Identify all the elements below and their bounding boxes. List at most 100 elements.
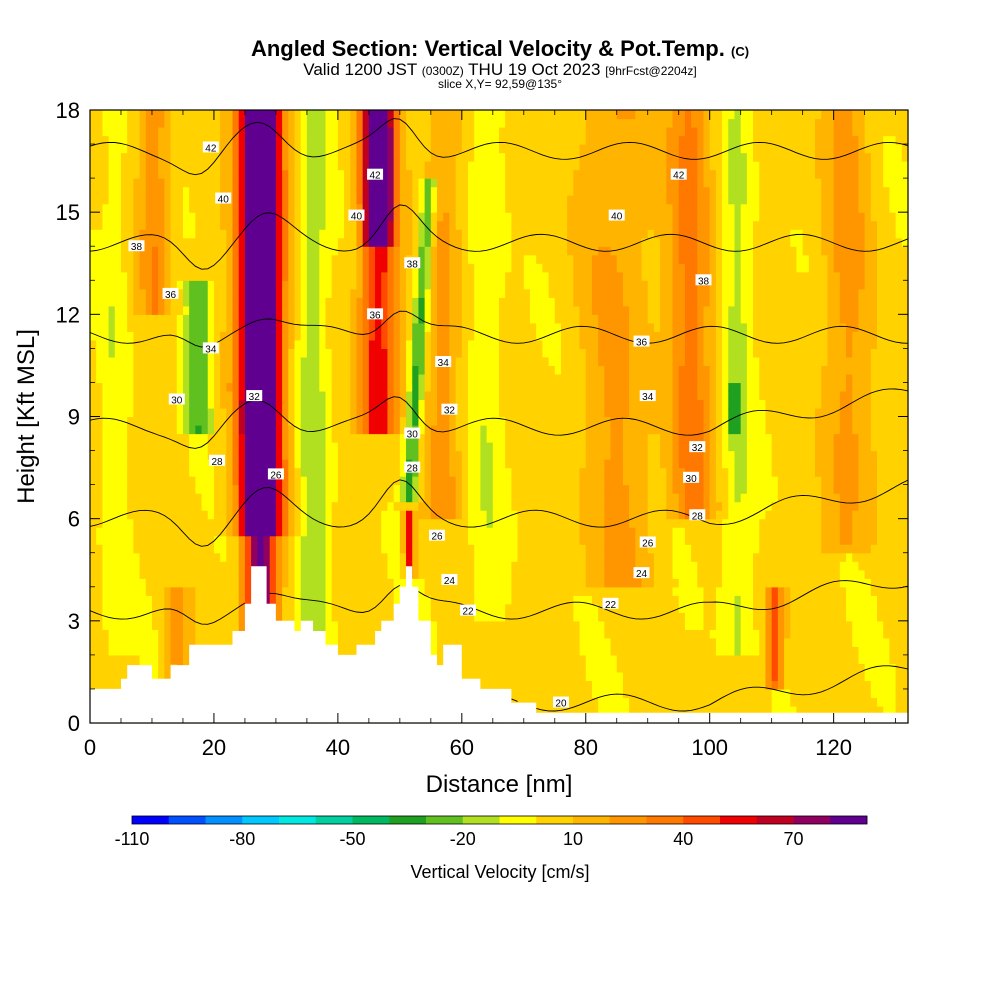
velocity-cell [350,254,358,264]
velocity-cell [282,271,289,281]
velocity-cell [511,629,519,639]
velocity-cell [468,254,475,264]
velocity-cell [213,595,221,605]
velocity-cell [499,373,506,384]
velocity-cell [120,169,128,179]
velocity-cell [96,450,103,460]
velocity-cell [437,127,444,137]
velocity-cell [226,450,234,460]
velocity-cell [201,552,209,562]
velocity-cell [350,195,358,205]
velocity-cell [368,118,376,128]
velocity-cell [176,203,184,213]
velocity-cell [492,518,500,528]
velocity-cell [120,578,128,588]
velocity-cell [226,356,234,367]
velocity-cell [406,195,413,205]
velocity-cell [375,237,382,247]
velocity-cell [176,442,184,452]
velocity-cell [430,416,438,426]
velocity-cell [337,459,345,469]
velocity-cell [251,365,258,375]
velocity-cell [325,161,333,171]
velocity-cell [443,518,451,528]
velocity-cell [362,578,370,588]
velocity-cell [158,467,165,477]
velocity-cell [474,646,482,656]
velocity-cell [269,569,277,579]
velocity-cell [275,442,283,452]
velocity-cell [288,552,296,562]
velocity-cell [207,246,215,256]
velocity-cell [282,144,289,154]
velocity-cell [213,152,221,162]
velocity-cell [176,578,184,588]
velocity-cell [244,254,252,264]
velocity-cell [275,237,283,247]
velocity-cell [449,620,457,630]
velocity-cell [96,654,103,665]
velocity-cell [443,544,451,554]
velocity-cell [350,297,358,307]
velocity-cell [492,663,500,673]
velocity-cell [325,152,333,162]
velocity-cell [133,254,141,264]
velocity-cell [424,356,432,367]
velocity-cell [480,442,488,452]
velocity-cell [300,595,308,605]
velocity-cell [375,561,382,571]
velocity-cell [127,212,134,222]
velocity-cell [275,407,283,418]
velocity-cell [275,186,283,196]
velocity-cell [90,212,97,222]
velocity-cell [300,203,308,213]
velocity-cell [220,322,227,332]
velocity-cell [108,603,116,613]
velocity-cell [108,586,116,596]
velocity-cell [201,586,209,596]
velocity-cell [424,220,432,230]
velocity-cell [474,535,482,545]
velocity-cell [114,467,122,477]
velocity-cell [486,569,494,579]
velocity-cell [474,459,482,469]
velocity-cell [176,186,184,196]
velocity-cell [461,629,469,639]
velocity-cell [133,220,141,230]
velocity-cell [455,254,463,264]
velocity-cell [282,365,289,375]
velocity-cell [275,348,283,358]
velocity-cell [90,356,97,367]
velocity-cell [170,569,178,579]
velocity-cell [102,671,110,682]
velocity-cell [244,339,252,349]
velocity-cell [158,442,165,452]
velocity-cell [263,144,271,154]
velocity-cell [263,450,271,460]
velocity-cell [151,561,159,571]
velocity-cell [511,442,519,452]
velocity-cell [232,280,240,290]
velocity-cell [375,348,382,358]
velocity-cell [455,161,463,171]
velocity-cell [337,484,345,494]
velocity-cell [337,305,345,315]
velocity-cell [226,118,234,128]
velocity-cell [356,229,364,239]
velocity-cell [399,416,407,426]
velocity-cell [424,544,432,554]
velocity-cell [220,586,227,596]
velocity-cell [368,229,376,239]
velocity-cell [437,110,444,120]
velocity-cell [164,161,172,171]
velocity-cell [455,467,463,477]
velocity-cell [424,561,432,571]
velocity-cell [114,390,122,401]
velocity-cell [102,501,110,511]
velocity-cell [238,595,246,605]
velocity-cell [114,382,122,392]
velocity-cell [176,484,184,494]
velocity-cell [430,212,438,222]
velocity-cell [492,305,500,315]
velocity-cell [486,382,494,392]
